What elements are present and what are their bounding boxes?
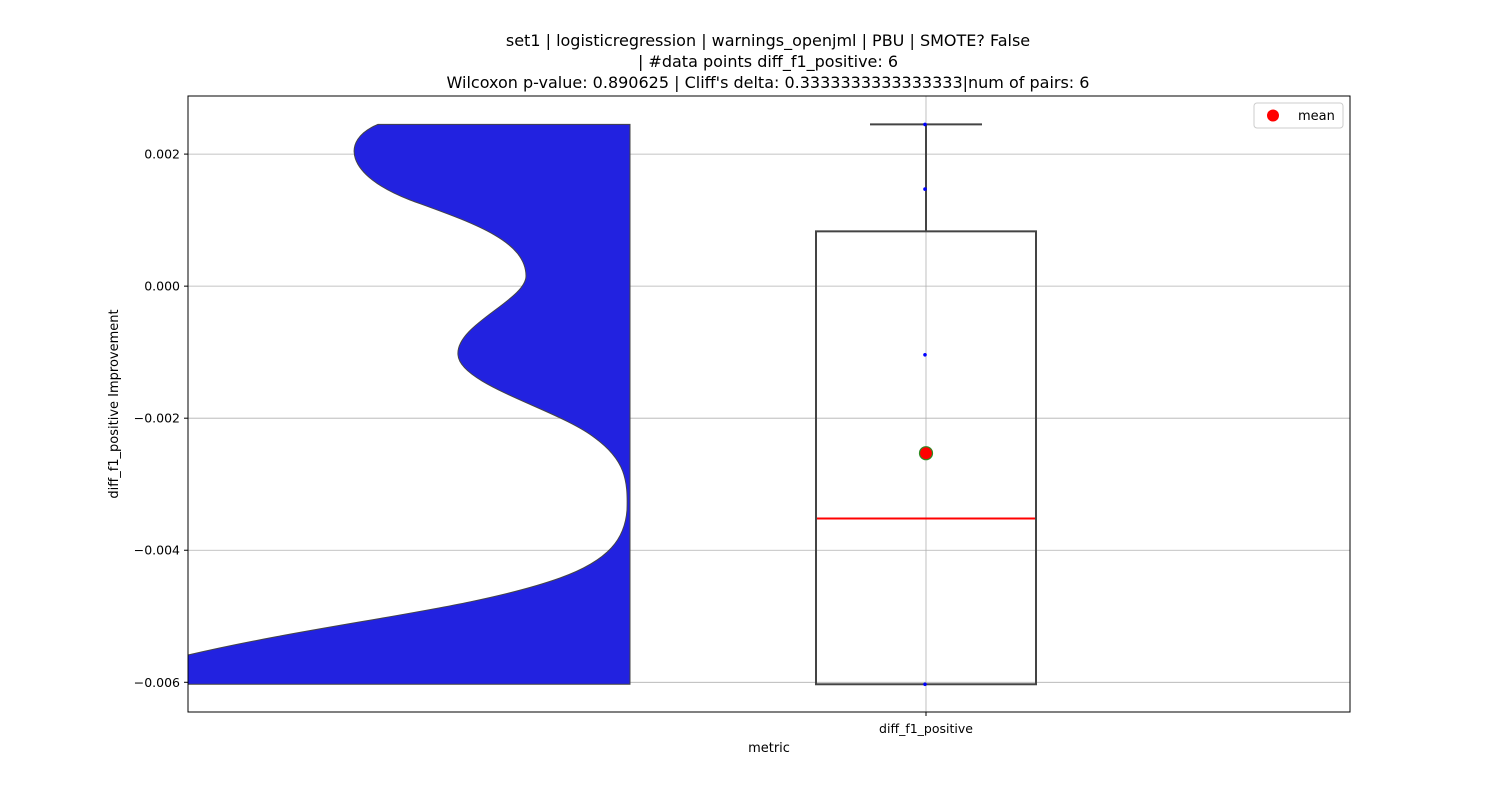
legend: mean xyxy=(1253,102,1344,129)
legend-mean-marker xyxy=(1267,109,1279,122)
y-tick-label: −0.002 xyxy=(134,411,180,426)
title-line-3: Wilcoxon p-value: 0.890625 | Cliff's del… xyxy=(447,73,1090,92)
y-tick-label: −0.006 xyxy=(134,675,180,690)
data-point xyxy=(923,353,927,357)
x-axis: diff_f1_positive xyxy=(879,712,973,736)
data-point xyxy=(923,122,927,127)
x-tick-label: diff_f1_positive xyxy=(879,721,973,736)
points-layer xyxy=(918,122,934,687)
y-axis-label: diff_f1_positive Improvement xyxy=(107,309,122,498)
x-axis-label: metric xyxy=(748,741,790,756)
box-layer xyxy=(815,123,1037,686)
y-tick-label: 0.002 xyxy=(144,147,180,162)
plot-area-frame xyxy=(187,95,1351,713)
legend-mean-label: mean xyxy=(1298,109,1335,124)
chart-title: set1 | logisticregression | warnings_ope… xyxy=(447,31,1090,92)
y-tick-label: 0.000 xyxy=(144,279,180,294)
grid xyxy=(188,96,1350,712)
title-line-2: | #data points diff_f1_positive: 6 xyxy=(638,52,898,72)
data-point xyxy=(923,682,927,687)
legend-box xyxy=(1253,102,1344,129)
mean-marker xyxy=(918,446,934,461)
y-tick-label: −0.004 xyxy=(134,543,180,558)
violin-shape xyxy=(187,123,631,685)
y-axis: 0.002 0.000 −0.002 −0.004 −0.006 xyxy=(134,147,188,690)
violin-layer xyxy=(187,123,631,685)
title-line-1: set1 | logisticregression | warnings_ope… xyxy=(506,31,1030,51)
data-point xyxy=(923,187,927,191)
